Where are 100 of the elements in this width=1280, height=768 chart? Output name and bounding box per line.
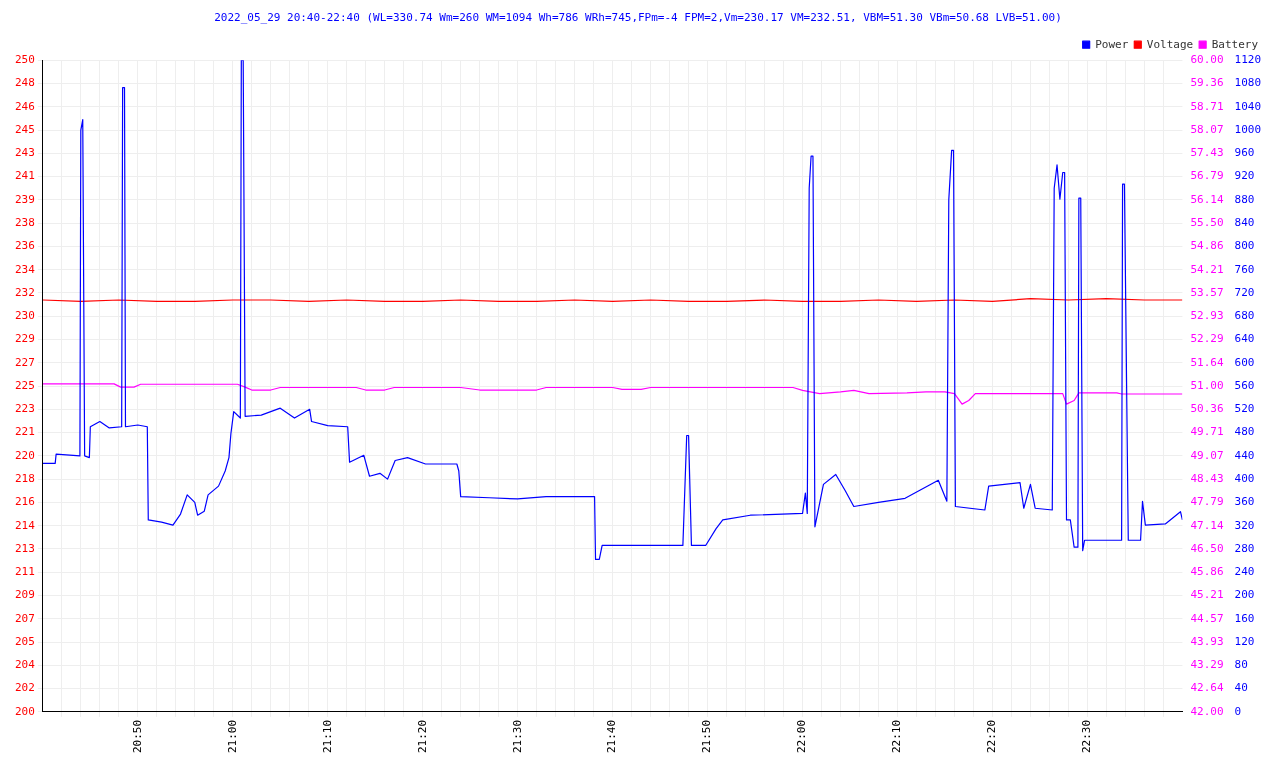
y-tick-label: 232 [14,285,35,299]
y2-tick-label: 57.43 [1190,146,1224,160]
y2-tick-label: 56.79 [1190,169,1224,183]
y2-tick-label: 54.86 [1190,239,1224,253]
x-tick-label: 22:30 [1080,719,1094,754]
y2-tick-label: 48.43 [1190,472,1224,485]
y-tick-label: 207 [14,611,35,625]
y-tick-label: 213 [14,541,35,555]
y-tick-label: 230 [14,309,35,323]
y3-tick-label: 1000 [1234,122,1262,136]
y3-tick-label: 1120 [1234,53,1262,67]
y-tick-label: 202 [14,681,35,695]
y3-tick-label: 1080 [1234,76,1262,90]
x-tick-label: 21:50 [700,719,714,754]
y3-tick-label: 560 [1234,378,1255,392]
y-tick-label: 209 [14,588,35,602]
y2-tick-label: 58.07 [1190,122,1224,136]
y-tick-label: 250 [14,53,35,67]
y2-tick-label: 50.36 [1190,402,1224,416]
y-tick-label: 234 [14,262,36,276]
legend-label: Battery [1211,37,1259,51]
y-tick-label: 200 [14,704,35,718]
y-tick-label: 243 [14,146,35,160]
y3-tick-label: 600 [1234,355,1255,369]
y-tick-label: 211 [14,565,35,579]
y2-tick-label: 51.00 [1190,378,1224,392]
y-tick-label: 239 [14,192,35,206]
y2-tick-label: 47.14 [1190,518,1224,532]
y2-tick-label: 51.64 [1190,355,1224,369]
y-tick-label: 245 [14,122,35,136]
x-tick-label: 21:20 [415,719,429,754]
y3-tick-label: 400 [1234,472,1255,485]
y2-tick-label: 53.57 [1190,285,1224,299]
y-tick-label: 229 [14,332,35,346]
x-tick-label: 21:30 [510,719,524,754]
y3-tick-label: 520 [1234,402,1255,416]
y2-tick-label: 42.64 [1190,681,1224,695]
y2-tick-label: 54.21 [1190,262,1224,276]
y3-tick-label: 360 [1234,495,1255,509]
y3-tick-label: 1040 [1234,99,1262,113]
y3-tick-label: 920 [1234,169,1255,183]
y3-tick-label: 120 [1234,634,1255,648]
chart-title: 2022_05_29 20:40-22:40 (WL=330.74 Wm=260 WM=1094 Wh=786 WRh=745,FPm=-4 FPM=2,Vm=230.17 VM=232.51, VBM=51.30 VBm=50.68 LVB=51.00) [214,11,1062,25]
y-tick-label: 205 [14,634,35,648]
y3-tick-label: 800 [1234,239,1255,253]
y3-tick-label: 160 [1234,611,1255,625]
y-tick-label: 248 [14,76,35,90]
y-tick-label: 220 [14,448,35,462]
x-tick-label: 22:10 [890,719,904,754]
y3-tick-label: 720 [1234,285,1255,299]
y3-tick-label: 440 [1234,448,1255,462]
y3-tick-label: 240 [1234,565,1255,579]
y2-tick-label: 46.50 [1190,541,1224,555]
y2-tick-label: 52.29 [1190,332,1224,346]
x-tick-label: 22:20 [985,719,999,754]
y-tick-label: 214 [14,518,36,532]
x-tick-label: 22:00 [795,719,809,754]
y2-tick-label: 43.93 [1190,634,1224,648]
y3-tick-label: 0 [1234,704,1242,718]
y3-tick-label: 880 [1234,192,1255,206]
y2-tick-label: 49.07 [1190,448,1224,462]
y2-tick-label: 47.79 [1190,495,1224,509]
y-tick-label: 241 [14,169,35,183]
y2-tick-label: 49.71 [1190,425,1224,439]
y3-tick-label: 680 [1234,309,1255,323]
y3-tick-label: 40 [1234,681,1248,695]
legend-label: Power [1095,37,1129,51]
y2-tick-label: 52.93 [1190,309,1224,323]
y3-tick-label: 760 [1234,262,1255,276]
x-tick-label: 21:40 [605,719,619,754]
y-tick-label: 225 [14,378,35,392]
y2-tick-label: 45.86 [1190,565,1224,579]
y2-tick-label: 43.29 [1190,658,1224,672]
y3-tick-label: 840 [1234,215,1255,229]
y-tick-label: 216 [14,495,35,509]
y3-tick-label: 480 [1234,425,1255,439]
y-tick-label: 223 [14,402,35,416]
y3-tick-label: 640 [1234,332,1255,346]
y-tick-label: 236 [14,239,35,253]
x-tick-label: 21:00 [225,719,239,754]
y-tick-label: 204 [14,658,36,672]
y2-tick-label: 44.57 [1190,611,1224,625]
y2-tick-label: 45.21 [1190,588,1224,602]
y3-tick-label: 80 [1234,658,1248,672]
y2-tick-label: 58.71 [1190,99,1224,113]
y-tick-label: 218 [14,472,35,485]
x-tick-label: 21:10 [320,719,334,754]
y2-tick-label: 42.00 [1190,704,1224,718]
y3-tick-label: 280 [1234,541,1255,555]
y2-tick-label: 59.36 [1190,76,1224,90]
y-tick-label: 227 [14,355,35,369]
legend-label: Voltage [1146,37,1194,51]
y3-tick-label: 320 [1234,518,1255,532]
y2-tick-label: 56.14 [1190,192,1224,206]
y2-tick-label: 60.00 [1190,53,1224,67]
y3-tick-label: 960 [1234,146,1255,160]
y3-tick-label: 200 [1234,588,1255,602]
y-tick-label: 246 [14,99,35,113]
y-tick-label: 238 [14,215,35,229]
y-tick-label: 221 [14,425,35,439]
